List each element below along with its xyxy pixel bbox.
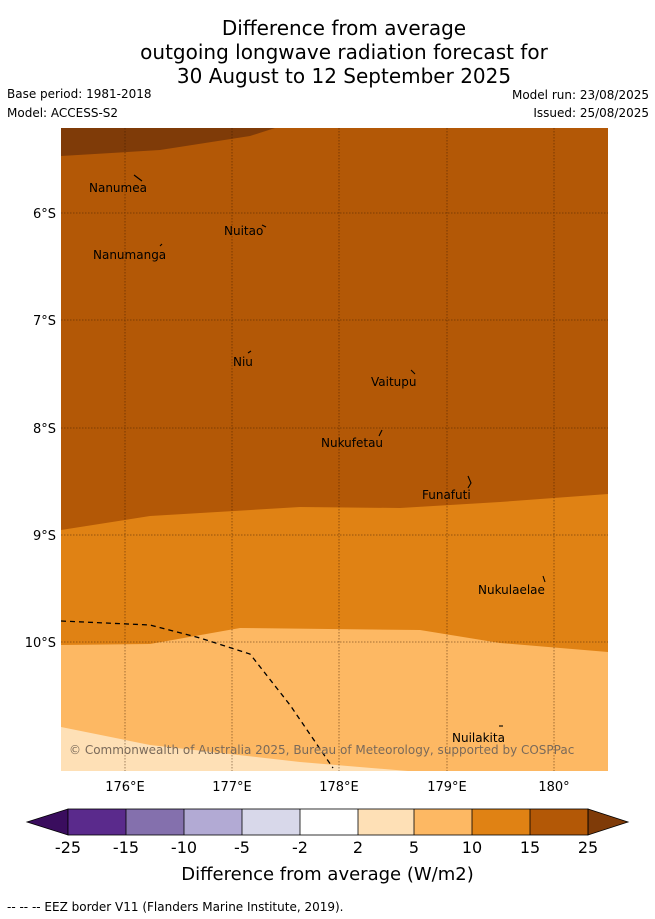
colorbar-tick-6: 2 xyxy=(353,838,363,857)
place-labels: Nanumea Nuitao Nanumanga Niu Vaitupu Nuk… xyxy=(89,181,545,745)
colorbar-segment-5 xyxy=(300,809,358,835)
lat-tick-10s: 10°S xyxy=(25,636,56,651)
place-label-nukulaelae: Nukulaelae xyxy=(478,583,545,597)
island-nanumea-shape xyxy=(133,174,143,182)
colorbar-segment-3 xyxy=(184,809,242,835)
lat-tick-6s: 6°S xyxy=(33,207,56,222)
colorbar-segment-1 xyxy=(68,809,126,835)
colorbar-label: Difference from average (W/m2) xyxy=(181,864,474,885)
colorbar-segment-8 xyxy=(472,809,530,835)
copyright-notice: © Commonwealth of Australia 2025, Bureau… xyxy=(69,743,574,757)
island-nanumanga-shape xyxy=(159,243,163,247)
model-run: Model run: 23/08/2025 xyxy=(511,88,649,102)
island-nuitao-shape xyxy=(261,224,267,228)
colorbar-segment-6 xyxy=(358,809,414,835)
island-vaitupu-shape xyxy=(410,369,416,375)
lon-tick-176e: 176°E xyxy=(105,780,145,795)
colorbar-segment-4 xyxy=(242,809,300,835)
colorbar-tick-9: 15 xyxy=(520,838,540,857)
place-label-niu: Niu xyxy=(233,355,253,369)
lon-tick-178e: 178°E xyxy=(319,780,359,795)
lon-tick-179e: 179°E xyxy=(427,780,467,795)
chart-title: Difference from average outgoing longwav… xyxy=(0,16,655,88)
lat-tick-labels: 6°S 7°S 8°S 9°S 10°S xyxy=(25,207,56,651)
place-label-nukufetau: Nukufetau xyxy=(321,436,383,450)
place-label-nuitao: Nuitao xyxy=(224,224,263,238)
colorbar-tick-5: -2 xyxy=(292,838,308,857)
lat-tick-9s: 9°S xyxy=(33,529,56,544)
lon-tick-180: 180° xyxy=(538,780,569,795)
colorbar-tick-10: 25 xyxy=(578,838,598,857)
place-label-vaitupu: Vaitupu xyxy=(371,375,417,389)
model-name: Model: ACCESS-S2 xyxy=(7,106,119,120)
gridlines xyxy=(61,128,608,771)
colorbar-high-extension xyxy=(587,808,630,836)
fill-above-25 xyxy=(61,128,275,156)
lat-tick-8s: 8°S xyxy=(33,422,56,437)
lon-tick-labels: 176°E 177°E 178°E 179°E 180° xyxy=(105,780,569,795)
island-outlines xyxy=(133,174,546,727)
island-funafuti-shape xyxy=(467,475,472,489)
colorbar-dividers xyxy=(125,809,531,835)
fill-5-10 xyxy=(61,628,608,771)
colorbar-tick-8: 10 xyxy=(462,838,482,857)
colorbar-tick-7: 5 xyxy=(409,838,419,857)
colorbar-low-extension xyxy=(25,808,69,836)
eez-border xyxy=(61,620,334,769)
lon-tick-177e: 177°E xyxy=(212,780,252,795)
place-label-nanumanga: Nanumanga xyxy=(93,248,166,262)
colorbar-tick-2: -15 xyxy=(113,838,139,857)
colorbar-tick-4: -5 xyxy=(234,838,250,857)
title-line-1: Difference from average xyxy=(221,16,467,40)
title-line-3: 30 August to 12 September 2025 xyxy=(176,64,512,88)
colorbar-segment-7 xyxy=(414,809,472,835)
colorbar-segment-2 xyxy=(126,809,184,835)
lat-tick-7s: 7°S xyxy=(33,314,56,329)
island-niu-shape xyxy=(247,350,252,354)
island-nukulaelae-shape xyxy=(542,575,546,583)
colorbar-frame xyxy=(67,808,589,836)
fill-2-5 xyxy=(61,727,408,771)
map-area: Nanumea Nuitao Nanumanga Niu Vaitupu Nuk… xyxy=(61,128,608,771)
colorbar: -25 -15 -10 -5 -2 2 5 10 15 25 xyxy=(25,808,630,857)
issued-date: Issued: 25/08/2025 xyxy=(533,106,649,120)
island-nukufetau-shape xyxy=(378,429,383,437)
colorbar-tick-3: -10 xyxy=(171,838,197,857)
colorbar-tick-1: -25 xyxy=(55,838,81,857)
colorbar-tick-labels: -25 -15 -10 -5 -2 2 5 10 15 25 xyxy=(55,838,598,857)
place-label-nanumea: Nanumea xyxy=(89,181,147,195)
place-label-nuilakita: Nuilakita xyxy=(452,731,505,745)
colorbar-segment-9 xyxy=(530,809,588,835)
eez-legend-note: -- -- -- EEZ border V11 (Flanders Marine… xyxy=(7,900,344,914)
place-label-funafuti: Funafuti xyxy=(422,488,471,502)
title-line-2: outgoing longwave radiation forecast for xyxy=(140,40,548,64)
base-period: Base period: 1981-2018 xyxy=(7,87,152,101)
